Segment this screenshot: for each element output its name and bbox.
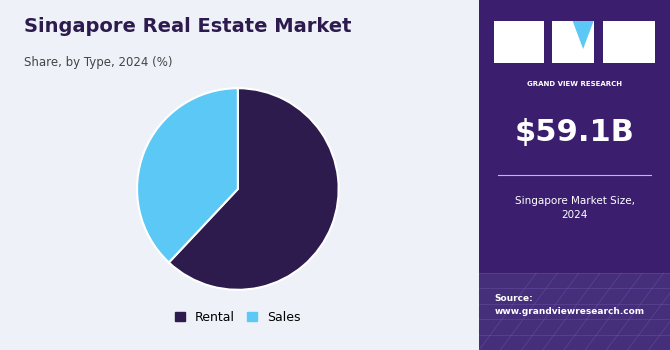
FancyBboxPatch shape [479,0,670,350]
FancyBboxPatch shape [494,21,544,63]
FancyBboxPatch shape [479,273,670,350]
Legend: Rental, Sales: Rental, Sales [170,306,306,329]
Text: GRAND VIEW RESEARCH: GRAND VIEW RESEARCH [527,80,622,86]
FancyBboxPatch shape [603,21,655,63]
Text: $59.1B: $59.1B [515,119,634,147]
Text: Singapore Market Size,
2024: Singapore Market Size, 2024 [515,196,634,220]
Text: Source:
www.grandviewresearch.com: Source: www.grandviewresearch.com [494,294,645,315]
Text: Singapore Real Estate Market: Singapore Real Estate Market [24,18,352,36]
FancyBboxPatch shape [551,21,594,63]
Wedge shape [137,88,238,262]
Text: Share, by Type, 2024 (%): Share, by Type, 2024 (%) [24,56,172,69]
Polygon shape [573,21,594,49]
Wedge shape [169,88,338,290]
